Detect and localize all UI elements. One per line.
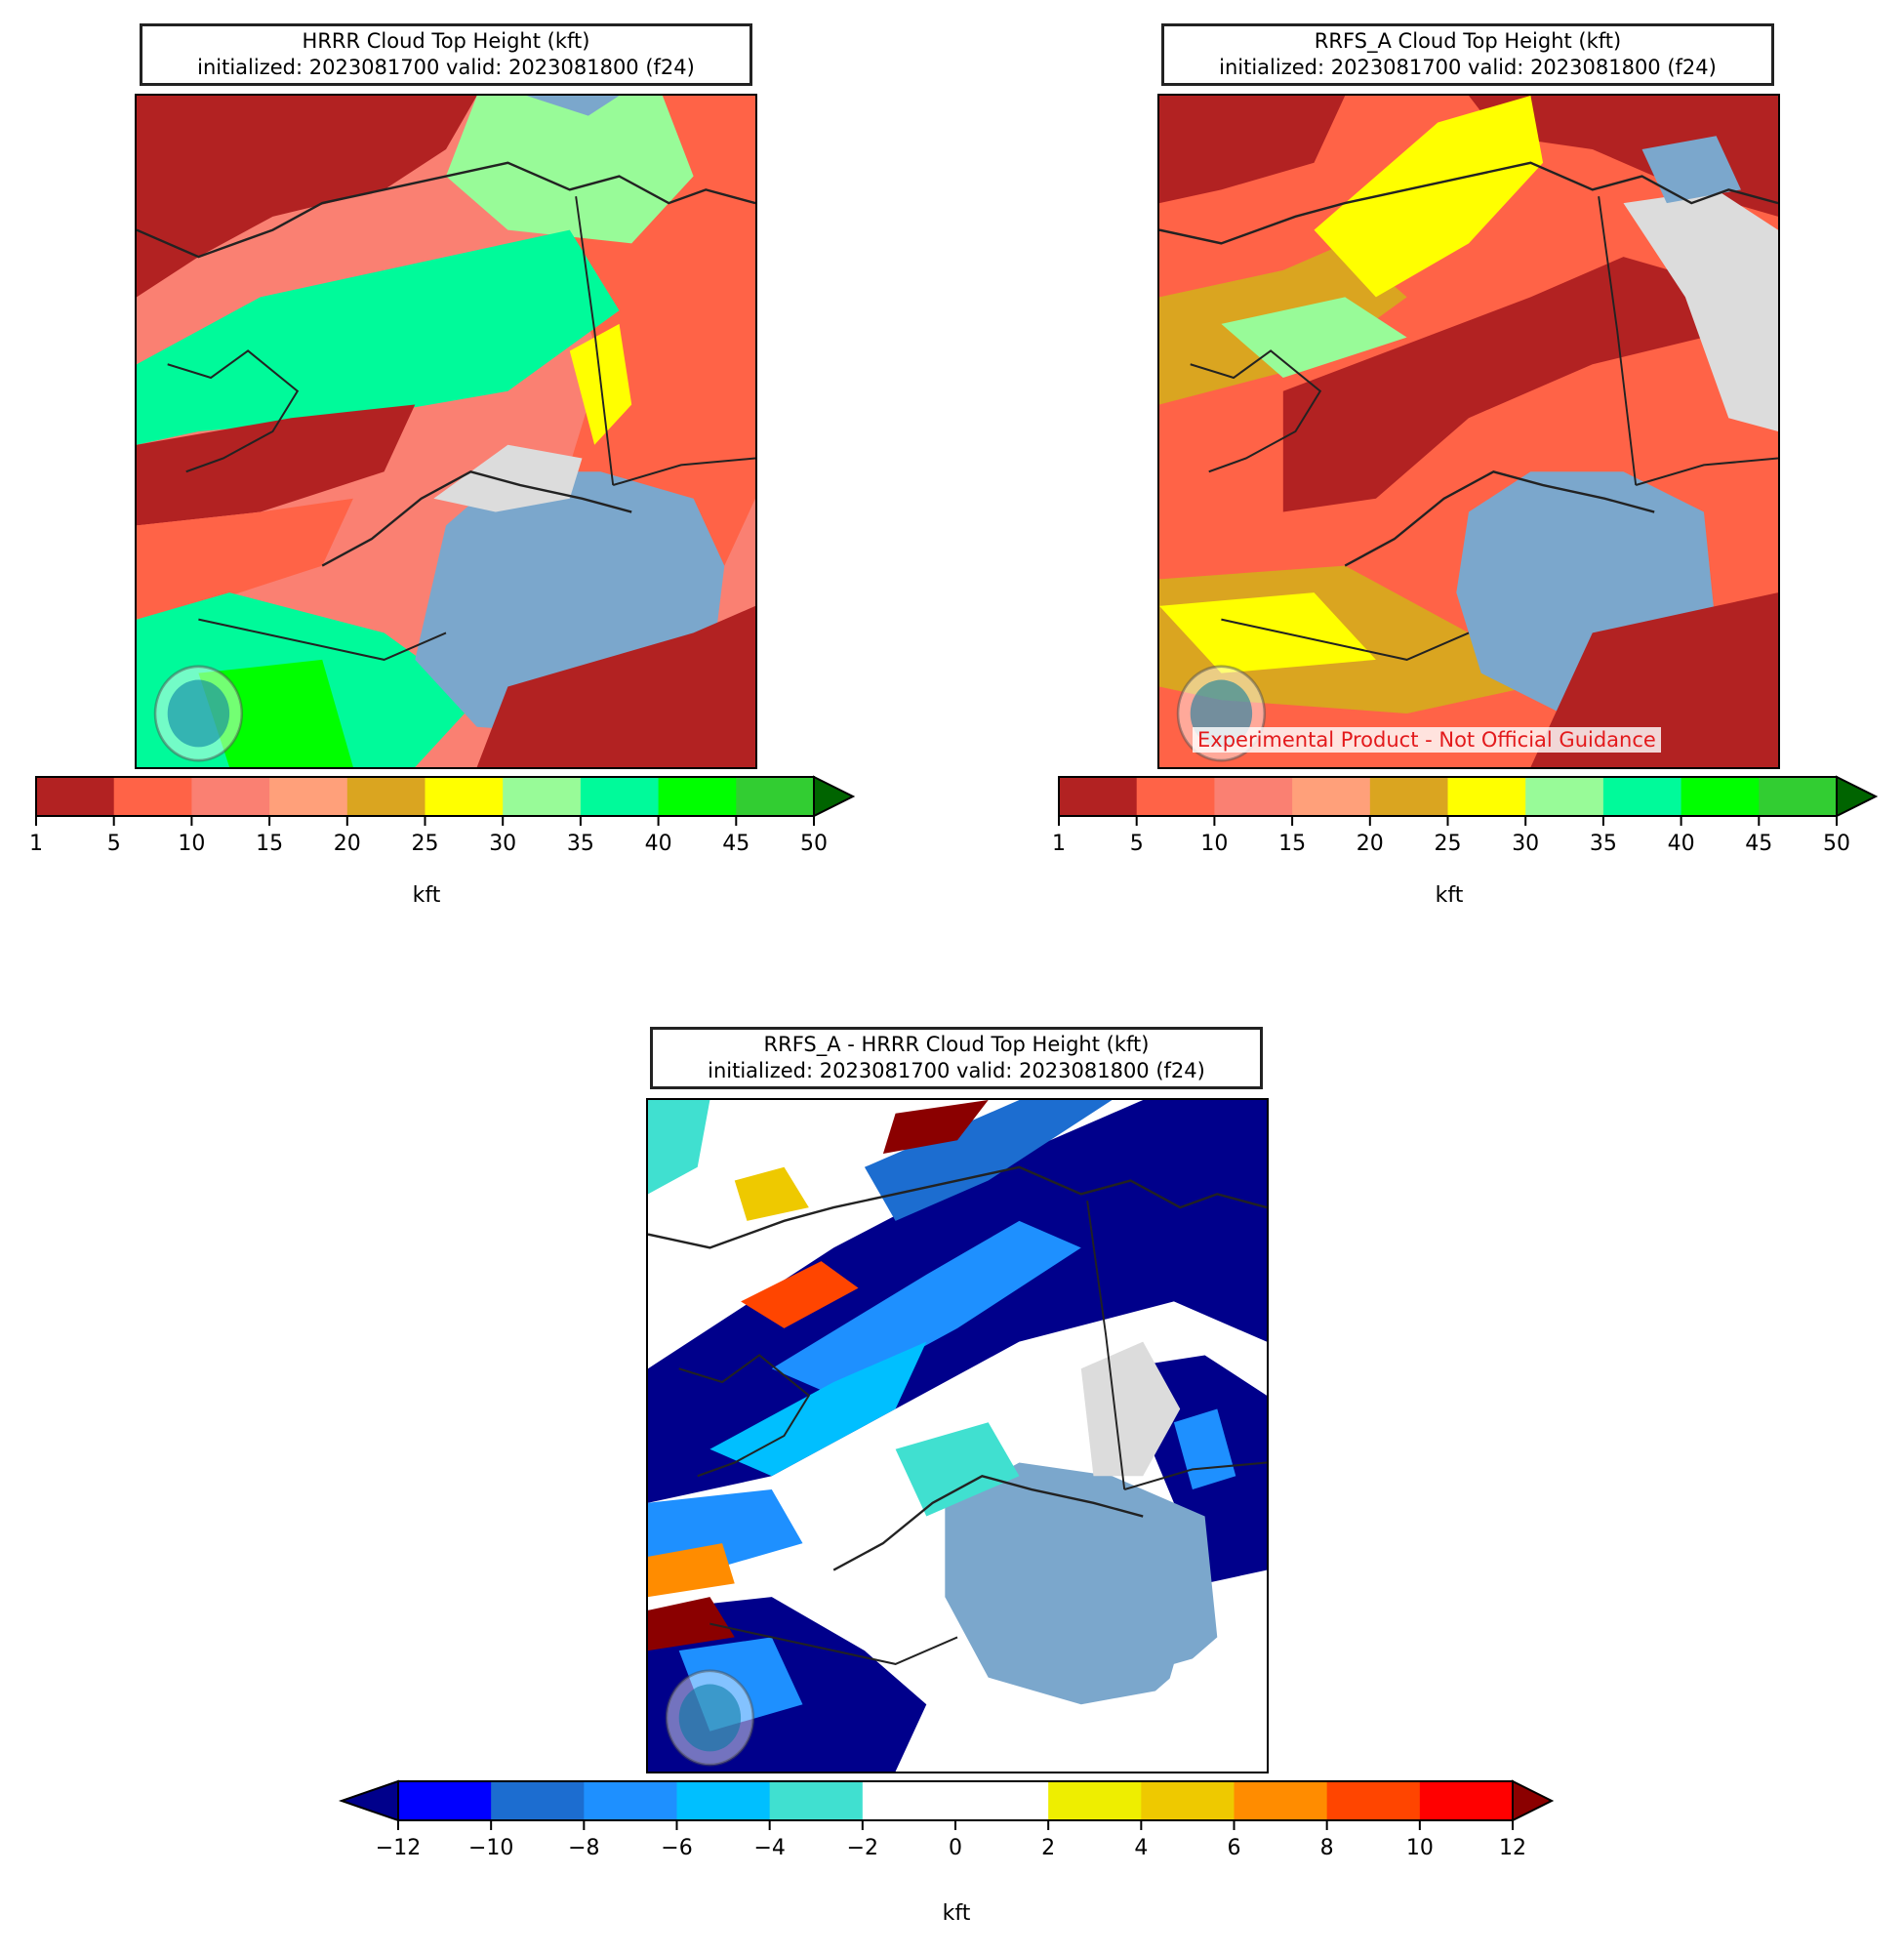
colorbar-bin bbox=[425, 777, 504, 816]
colorbar-tick-label: −2 bbox=[847, 1836, 878, 1860]
colorbar-bin bbox=[1136, 777, 1215, 816]
colorbar-bin bbox=[1681, 777, 1760, 816]
colorbar-bin bbox=[1234, 1781, 1328, 1820]
colorbar-tick-label: 10 bbox=[1200, 832, 1228, 856]
colorbar-tick-label: 15 bbox=[1278, 832, 1306, 856]
colorbar-bin bbox=[503, 777, 582, 816]
colorbar-bin bbox=[1447, 777, 1526, 816]
rrfs-colorbar: 1 5 10 15 20 25 30 35 40 45 50 bbox=[1052, 775, 1898, 856]
hrrr-subtitle: initialized: 2023081700 valid: 202308180… bbox=[197, 56, 695, 79]
colorbar-bin bbox=[862, 1781, 956, 1820]
colorbar-tick-label: 20 bbox=[334, 832, 361, 856]
colorbar-bin bbox=[736, 777, 815, 816]
colorbar-bin bbox=[1369, 777, 1448, 816]
colorbar-tick-label: −8 bbox=[568, 1836, 599, 1860]
colorbar-over-arrow bbox=[1836, 775, 1879, 818]
colorbar-bin bbox=[1292, 777, 1371, 816]
colorbar-bin bbox=[1602, 777, 1682, 816]
colorbar-tick-label: 1 bbox=[29, 832, 43, 856]
colorbar-tick-label: 30 bbox=[489, 832, 516, 856]
rrfs-subtitle: initialized: 2023081700 valid: 202308180… bbox=[1219, 56, 1717, 79]
colorbar-tick-label: 40 bbox=[645, 832, 672, 856]
colorbar-bin bbox=[1326, 1781, 1421, 1820]
diff-map bbox=[646, 1098, 1269, 1773]
colorbar-tick-label: 5 bbox=[107, 832, 121, 856]
colorbar-tick-label: 20 bbox=[1357, 832, 1384, 856]
colorbar-over-arrow bbox=[813, 775, 856, 818]
colorbar-bin bbox=[1059, 777, 1138, 816]
colorbar-bin bbox=[1214, 777, 1293, 816]
hrrr-colorbar: 1 5 10 15 20 25 30 35 40 45 50 bbox=[29, 775, 875, 856]
colorbar-under-arrow bbox=[338, 1779, 399, 1822]
colorbar-over-arrow bbox=[1512, 1779, 1555, 1822]
colorbar-tick-label: 6 bbox=[1228, 1836, 1241, 1860]
diff-colorbar-label: kft bbox=[942, 1901, 971, 1926]
colorbar-tick-label: 25 bbox=[1435, 832, 1462, 856]
colorbar-tick-label: 2 bbox=[1041, 1836, 1055, 1860]
hrrr-colorbar-label: kft bbox=[412, 883, 441, 908]
colorbar-tick-label: 35 bbox=[567, 832, 594, 856]
colorbar-bin bbox=[191, 777, 270, 816]
diff-colorbar-svg: −12 −10 −8 −6 −4 −2 0 2 4 6 8 10 12 bbox=[338, 1779, 1555, 1860]
rrfs-title: RRFS_A Cloud Top Height (kft) bbox=[1314, 29, 1622, 53]
colorbar-tick-label: 40 bbox=[1668, 832, 1695, 856]
colorbar-bin bbox=[676, 1781, 771, 1820]
diff-subtitle: initialized: 2023081700 valid: 202308180… bbox=[708, 1059, 1205, 1082]
colorbar-tick-label: 15 bbox=[256, 832, 283, 856]
colorbar-bin bbox=[658, 777, 737, 816]
hrrr-colorbar-svg: 1 5 10 15 20 25 30 35 40 45 50 bbox=[29, 775, 856, 856]
colorbar-tick-label: 30 bbox=[1512, 832, 1539, 856]
colorbar-tick-label: 35 bbox=[1590, 832, 1617, 856]
colorbar-bin bbox=[1048, 1781, 1142, 1820]
colorbar-tick-label: −10 bbox=[468, 1836, 513, 1860]
colorbar-tick-label: 45 bbox=[1745, 832, 1772, 856]
rrfs-title-box: RRFS_A Cloud Top Height (kft) initialize… bbox=[1161, 23, 1774, 86]
colorbar-tick-label: −4 bbox=[753, 1836, 785, 1860]
colorbar-bin bbox=[1141, 1781, 1235, 1820]
colorbar-bin bbox=[269, 777, 348, 816]
colorbar-bin bbox=[398, 1781, 492, 1820]
colorbar-tick-label: 1 bbox=[1052, 832, 1066, 856]
colorbar-tick-label: 0 bbox=[949, 1836, 962, 1860]
diff-title: RRFS_A - HRRR Cloud Top Height (kft) bbox=[763, 1033, 1150, 1056]
colorbar-tick-label: 12 bbox=[1499, 1836, 1526, 1860]
colorbar-bin bbox=[491, 1781, 585, 1820]
diff-colorbar: −12 −10 −8 −6 −4 −2 0 2 4 6 8 10 12 bbox=[338, 1779, 1581, 1860]
rrfs-colorbar-label: kft bbox=[1435, 883, 1464, 908]
colorbar-bin bbox=[580, 777, 660, 816]
colorbar-bin bbox=[955, 1781, 1049, 1820]
hrrr-map bbox=[135, 94, 757, 769]
colorbar-bin bbox=[113, 777, 192, 816]
colorbar-bin bbox=[1759, 777, 1838, 816]
hrrr-title-box: HRRR Cloud Top Height (kft) initialized:… bbox=[140, 23, 752, 86]
diff-title-box: RRFS_A - HRRR Cloud Top Height (kft) ini… bbox=[650, 1027, 1263, 1089]
colorbar-tick-label: 5 bbox=[1130, 832, 1144, 856]
colorbar-bin bbox=[36, 777, 115, 816]
colorbar-tick-label: 10 bbox=[178, 832, 205, 856]
colorbar-bin bbox=[769, 1781, 864, 1820]
rrfs-watermark: Experimental Product - Not Official Guid… bbox=[1193, 727, 1661, 753]
colorbar-tick-label: 8 bbox=[1320, 1836, 1334, 1860]
rrfs-map bbox=[1157, 94, 1780, 769]
colorbar-tick-label: 25 bbox=[412, 832, 439, 856]
colorbar-tick-label: 50 bbox=[800, 832, 828, 856]
colorbar-tick-label: 10 bbox=[1406, 1836, 1434, 1860]
colorbar-bin bbox=[1525, 777, 1604, 816]
colorbar-tick-label: 50 bbox=[1823, 832, 1850, 856]
rrfs-colorbar-svg: 1 5 10 15 20 25 30 35 40 45 50 bbox=[1052, 775, 1879, 856]
colorbar-tick-label: 4 bbox=[1134, 1836, 1148, 1860]
hrrr-title: HRRR Cloud Top Height (kft) bbox=[302, 29, 590, 53]
colorbar-tick-label: 45 bbox=[722, 832, 749, 856]
colorbar-tick-label: −6 bbox=[661, 1836, 692, 1860]
colorbar-bin bbox=[346, 777, 425, 816]
colorbar-bin bbox=[584, 1781, 677, 1820]
colorbar-bin bbox=[1419, 1781, 1514, 1820]
colorbar-tick-label: −12 bbox=[376, 1836, 421, 1860]
